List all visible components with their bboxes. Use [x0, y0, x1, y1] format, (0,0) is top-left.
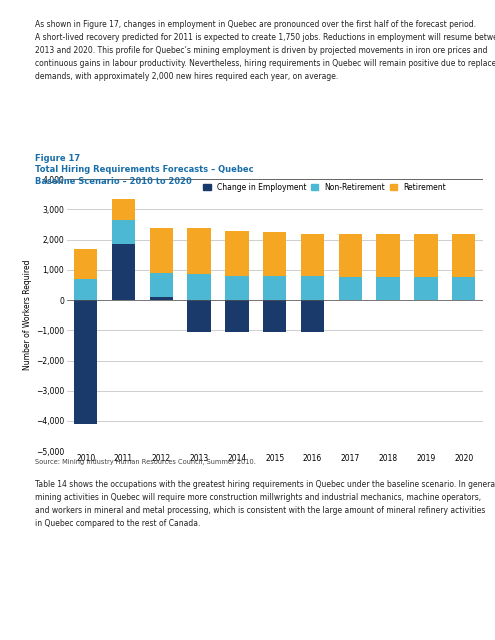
Bar	[225, 230, 248, 276]
Bar	[149, 228, 173, 273]
Text: As shown in Figure 17, changes in employment in Quebec are pronounced over the f: As shown in Figure 17, changes in employ…	[35, 20, 495, 81]
Text: Total Hiring Requirements Forecasts – Quebec: Total Hiring Requirements Forecasts – Qu…	[35, 165, 253, 174]
Text: Figure 17: Figure 17	[35, 154, 80, 163]
Bar	[452, 234, 475, 277]
Bar	[225, 300, 248, 332]
Bar	[149, 297, 173, 300]
Bar	[376, 234, 400, 277]
Text: 38: 38	[27, 618, 41, 628]
Bar	[263, 276, 287, 300]
Bar	[188, 228, 211, 275]
Legend: Change in Employment, Non-Retirement, Retirement: Change in Employment, Non-Retirement, Re…	[200, 180, 449, 195]
Bar	[414, 234, 438, 277]
Bar	[339, 234, 362, 277]
Bar	[339, 277, 362, 300]
Text: Mining Industry Workforce Information Network: Mining Industry Workforce Information Ne…	[69, 619, 285, 628]
Text: Source: Mining Industry Human Resources Council, Summer 2010.: Source: Mining Industry Human Resources …	[35, 459, 255, 465]
Bar	[74, 300, 98, 424]
Bar	[414, 277, 438, 300]
Y-axis label: Number of Workers Required: Number of Workers Required	[23, 260, 32, 371]
Bar	[376, 277, 400, 300]
Bar	[112, 244, 135, 300]
Bar	[112, 199, 135, 220]
Bar	[452, 277, 475, 300]
Bar	[225, 276, 248, 300]
Bar	[74, 249, 98, 279]
Bar	[74, 279, 98, 300]
Bar	[188, 275, 211, 300]
Text: Baseline Scenario – 2010 to 2020: Baseline Scenario – 2010 to 2020	[35, 177, 192, 186]
Bar	[188, 300, 211, 332]
Bar	[263, 232, 287, 276]
Bar	[301, 300, 324, 332]
Text: Table 14 shows the occupations with the greatest hiring requirements in Quebec u: Table 14 shows the occupations with the …	[35, 480, 495, 527]
Bar	[112, 220, 135, 244]
Bar	[301, 234, 324, 276]
Bar	[263, 300, 287, 332]
Bar	[301, 276, 324, 300]
Bar	[149, 273, 173, 297]
